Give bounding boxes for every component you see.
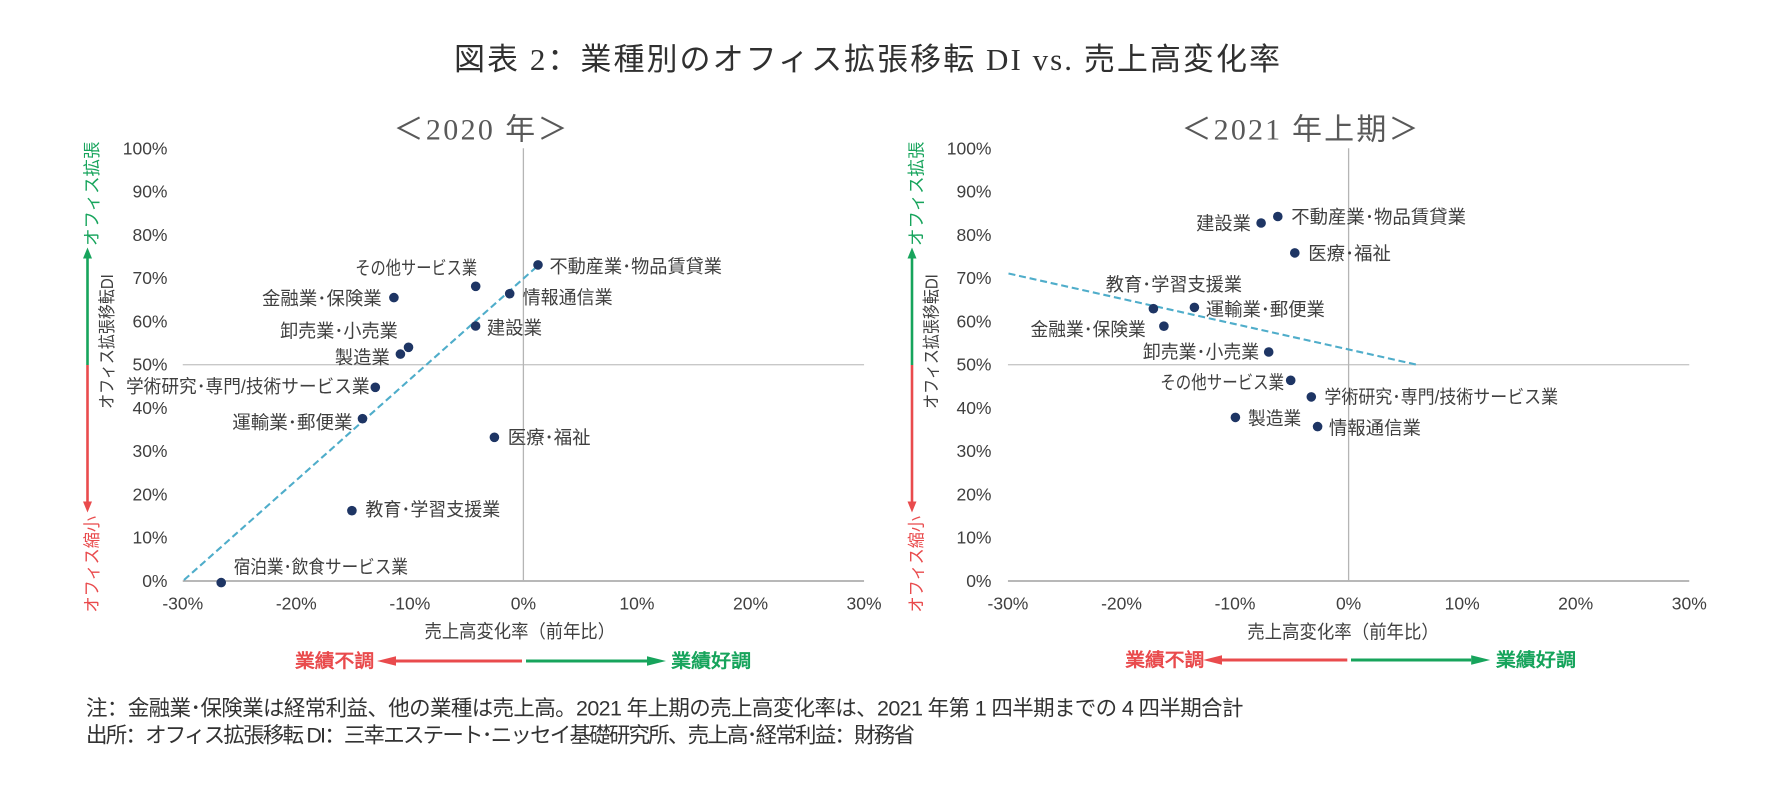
svg-text:-20%: -20%	[1101, 594, 1142, 614]
svg-text:卸売業･小売業: 卸売業･小売業	[1143, 342, 1259, 363]
svg-text:オフィス拡張: オフィス拡張	[907, 142, 927, 247]
svg-text:学術研究･専門/技術サービス業: 学術研究･専門/技術サービス業	[126, 376, 370, 397]
svg-text:オフィス拡張移転DI: オフィス拡張移転DI	[97, 274, 117, 409]
svg-text:70%: 70%	[132, 268, 167, 288]
svg-text:-30%: -30%	[988, 594, 1029, 614]
svg-text:教育･学習支援業: 教育･学習支援業	[1106, 274, 1242, 295]
svg-text:オフィス拡張移転DI: オフィス拡張移転DI	[922, 274, 942, 409]
svg-text:金融業･保険業: 金融業･保険業	[1031, 319, 1146, 340]
svg-text:製造業: 製造業	[335, 347, 390, 368]
svg-text:20%: 20%	[956, 484, 991, 504]
svg-text:20%: 20%	[733, 594, 768, 614]
svg-text:売上高変化率（前年比）: 売上高変化率（前年比）	[425, 621, 616, 642]
svg-text:業績不調: 業績不調	[1124, 650, 1204, 671]
svg-text:80%: 80%	[956, 225, 991, 245]
svg-text:業績不調: 業績不調	[294, 651, 374, 672]
svg-text:30%: 30%	[847, 594, 882, 614]
svg-text:-10%: -10%	[389, 594, 430, 614]
svg-text:0%: 0%	[511, 594, 536, 614]
svg-text:学術研究･専門/技術サービス業: 学術研究･専門/技術サービス業	[1324, 387, 1558, 408]
svg-text:オフィス拡張: オフィス拡張	[82, 142, 102, 247]
svg-text:売上高変化率（前年比）: 売上高変化率（前年比）	[1247, 622, 1439, 643]
svg-text:＜2020 年＞: ＜2020 年＞	[394, 114, 568, 147]
svg-text:不動産業･物品賃貸業: 不動産業･物品賃貸業	[1291, 206, 1466, 227]
svg-text:-30%: -30%	[162, 594, 203, 614]
svg-text:70%: 70%	[956, 268, 991, 288]
svg-text:医療･福祉: 医療･福祉	[1308, 243, 1391, 264]
svg-text:90%: 90%	[132, 182, 167, 202]
svg-text:60%: 60%	[956, 311, 991, 331]
svg-text:60%: 60%	[132, 311, 167, 331]
svg-text:情報通信業: 情報通信業	[523, 287, 613, 308]
svg-text:0%: 0%	[1336, 594, 1361, 614]
svg-text:宿泊業･飲食サービス業: 宿泊業･飲食サービス業	[234, 557, 408, 578]
svg-text:50%: 50%	[132, 355, 167, 375]
svg-text:その他サービス業: その他サービス業	[355, 257, 477, 278]
svg-text:運輸業･郵便業: 運輸業･郵便業	[1206, 299, 1325, 320]
svg-text:100%: 100%	[947, 138, 992, 158]
svg-text:90%: 90%	[956, 182, 991, 202]
svg-text:30%: 30%	[132, 441, 167, 461]
svg-text:-20%: -20%	[276, 594, 317, 614]
svg-text:80%: 80%	[132, 225, 167, 245]
svg-text:＜2021 年上期＞: ＜2021 年上期＞	[1182, 114, 1419, 147]
svg-text:10%: 10%	[619, 594, 654, 614]
svg-text:100%: 100%	[123, 138, 168, 158]
svg-text:業績好調: 業績好調	[1495, 650, 1576, 671]
svg-text:注：金融業･保険業は経常利益、他の業種は売上高。2021 年: 注：金融業･保険業は経常利益、他の業種は売上高。2021 年上期の売上高変化率は…	[86, 696, 1244, 720]
svg-text:その他サービス業: その他サービス業	[1160, 372, 1284, 393]
svg-text:オフィス縮小: オフィス縮小	[82, 516, 102, 613]
svg-text:10%: 10%	[956, 528, 991, 548]
svg-text:情報通信業: 情報通信業	[1329, 417, 1421, 438]
svg-text:建設業: 建設業	[1196, 213, 1251, 234]
svg-text:オフィス縮小: オフィス縮小	[907, 516, 927, 613]
svg-text:建設業: 建設業	[487, 318, 542, 339]
svg-text:20%: 20%	[1558, 594, 1593, 614]
svg-text:製造業: 製造業	[1248, 408, 1301, 429]
svg-text:医療･福祉: 医療･福祉	[508, 427, 591, 448]
svg-text:図表 2：業種別のオフィス拡張移転 DI vs. 売上高変化: 図表 2：業種別のオフィス拡張移転 DI vs. 売上高変化率	[454, 42, 1280, 77]
svg-text:20%: 20%	[132, 484, 167, 504]
svg-text:運輸業･郵便業: 運輸業･郵便業	[232, 412, 352, 433]
svg-text:不動産業･物品賃貸業: 不動産業･物品賃貸業	[550, 256, 722, 277]
svg-text:出所：オフィス拡張移転 DI：三幸エステート･ニッセイ基礎研: 出所：オフィス拡張移転 DI：三幸エステート･ニッセイ基礎研究所、売上高･経常利…	[86, 724, 915, 748]
svg-text:0%: 0%	[142, 571, 167, 591]
svg-text:業績好調: 業績好調	[670, 651, 751, 672]
svg-text:卸売業･小売業: 卸売業･小売業	[280, 320, 398, 341]
svg-text:30%: 30%	[956, 441, 991, 461]
svg-text:10%: 10%	[132, 528, 167, 548]
svg-text:10%: 10%	[1445, 594, 1480, 614]
svg-text:0%: 0%	[966, 571, 991, 591]
svg-text:30%: 30%	[1672, 594, 1707, 614]
svg-text:-10%: -10%	[1215, 594, 1256, 614]
svg-text:金融業･保険業: 金融業･保険業	[262, 288, 382, 309]
svg-text:40%: 40%	[132, 398, 167, 418]
svg-text:40%: 40%	[956, 398, 991, 418]
svg-text:50%: 50%	[956, 355, 991, 375]
svg-text:教育･学習支援業: 教育･学習支援業	[365, 499, 500, 520]
